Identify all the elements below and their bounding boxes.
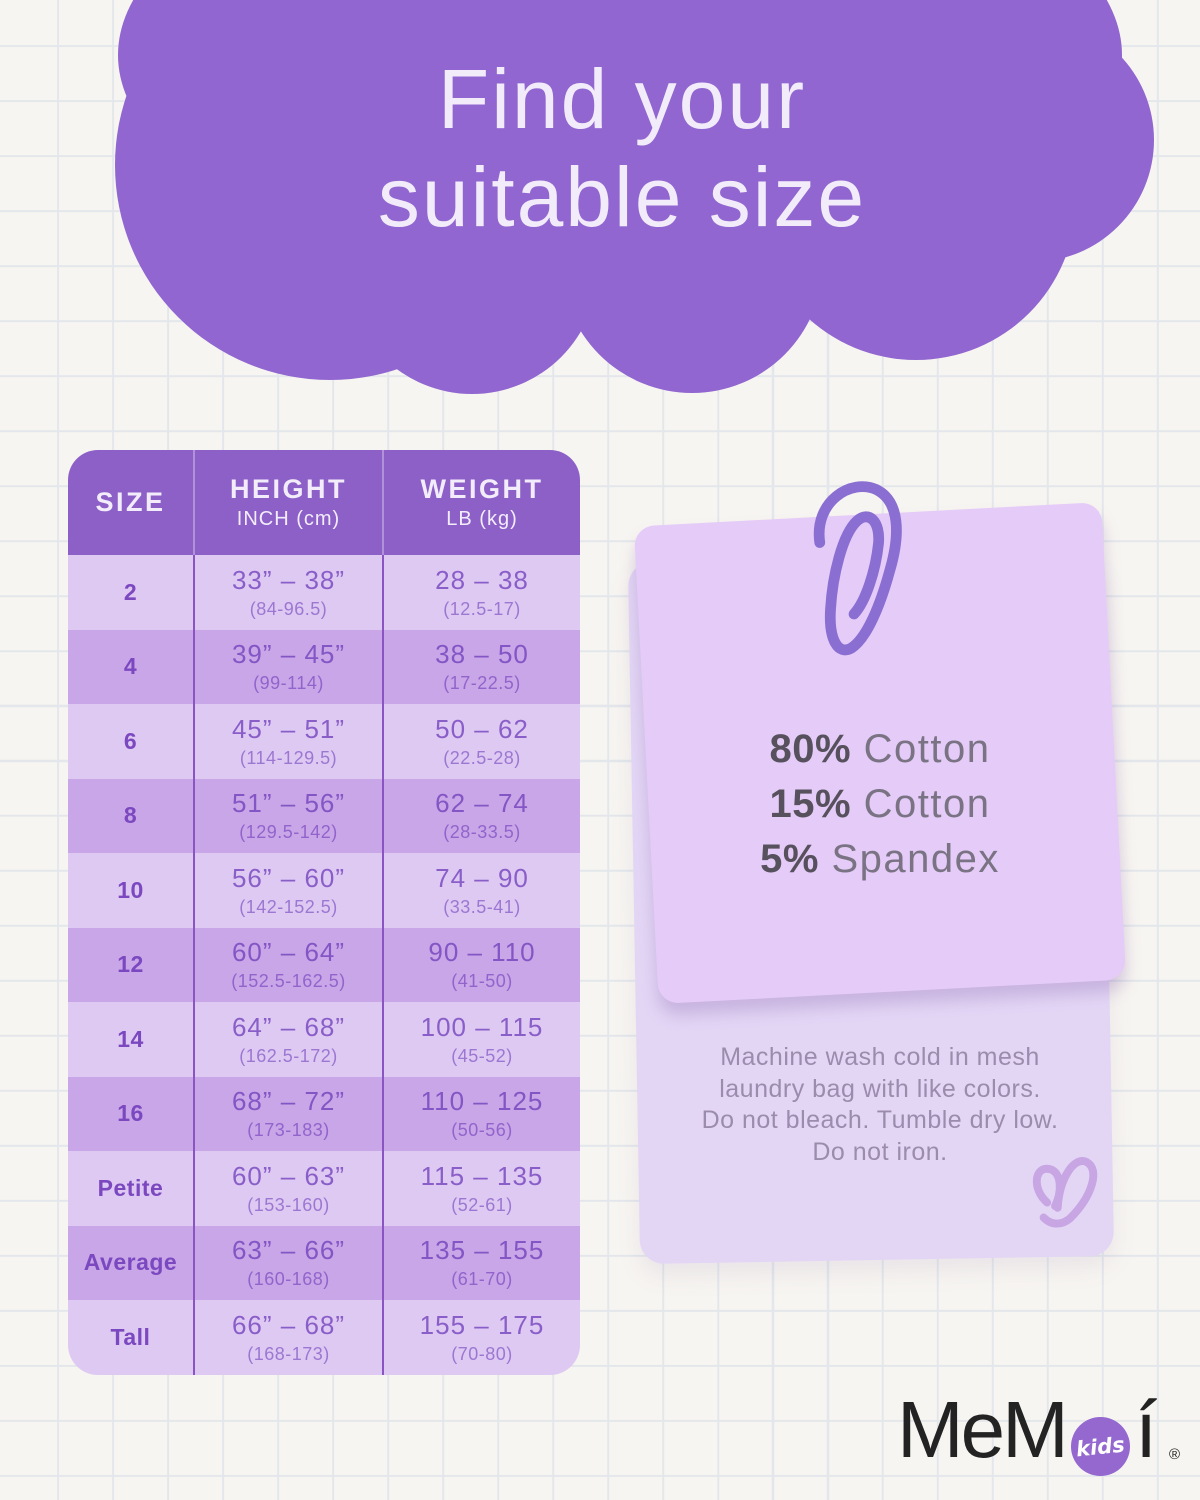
material-percent: 5%: [760, 837, 819, 881]
table-row: 2 33” – 38” (84-96.5) 28 – 38 (12.5-17): [68, 555, 580, 630]
weight-cell: 74 – 90 (33.5-41): [382, 853, 580, 928]
weight-cell: 28 – 38 (12.5-17): [382, 555, 580, 630]
material-percent: 80%: [769, 727, 852, 771]
weight-cell: 100 – 115 (45-52): [382, 1002, 580, 1077]
page-title: Find your suitable size: [272, 50, 972, 246]
weight-cell: 38 – 50 (17-22.5): [382, 629, 580, 704]
size-label: 6: [123, 727, 138, 754]
header-weight-label: WEIGHT: [420, 474, 544, 504]
care-line: Do not bleach. Tumble dry low.: [701, 1106, 1059, 1134]
header-height-sub: INCH (cm): [236, 508, 341, 530]
table-row: 12 60” – 64” (152.5-162.5) 90 – 110 (41-…: [68, 927, 580, 1002]
composition-line: 5% Spandex: [630, 832, 1130, 887]
height-cell: 33” – 38” (84-96.5): [193, 555, 382, 630]
material-percent: 15%: [769, 782, 852, 826]
cloud-shape: [115, 0, 1154, 394]
material-name: Spandex: [818, 837, 1000, 881]
table-row: 8 51” – 56” (129.5-142) 62 – 74 (28-33.5…: [68, 778, 580, 853]
size-label: Petite: [97, 1174, 164, 1201]
table-header-row: SIZE HEIGHT INCH (cm) WEIGHT LB (kg): [68, 450, 580, 555]
table-row: Tall 66” – 68” (168-173) 155 – 175 (70-8…: [68, 1300, 580, 1375]
table-row: Average 63” – 66” (160-168) 135 – 155 (6…: [68, 1225, 580, 1300]
table-row: 16 68” – 72” (173-183) 110 – 125 (50-56): [68, 1076, 580, 1151]
height-cell: 68” – 72” (173-183): [193, 1076, 382, 1151]
page-title-line2: suitable size: [377, 150, 867, 244]
height-cell: 66” – 68” (168-173): [193, 1300, 382, 1375]
care-instructions: Machine wash cold in mesh laundry bag wi…: [630, 1042, 1130, 1168]
composition-line: 15% Cotton: [630, 777, 1130, 832]
weight-cell: 115 – 135 (52-61): [382, 1151, 580, 1226]
height-cell: 45” – 51” (114-129.5): [193, 704, 382, 779]
table-row: 6 45” – 51” (114-129.5) 50 – 62 (22.5-28…: [68, 704, 580, 779]
header-weight: WEIGHT LB (kg): [382, 450, 580, 555]
size-label: 4: [123, 653, 138, 680]
weight-cell: 62 – 74 (28-33.5): [382, 778, 580, 853]
height-cell: 56” – 60” (142-152.5): [193, 853, 382, 928]
table-row: 14 64” – 68” (162.5-172) 100 – 115 (45-5…: [68, 1002, 580, 1077]
logo-text-i: í: [1135, 1385, 1158, 1474]
size-label: 14: [117, 1025, 144, 1052]
care-line: laundry bag with like colors.: [719, 1074, 1041, 1103]
height-cell: 39” – 45” (99-114): [193, 629, 382, 704]
weight-cell: 90 – 110 (41-50): [382, 927, 580, 1002]
header-size: SIZE: [68, 450, 193, 555]
height-cell: 60” – 63” (153-160): [193, 1151, 382, 1226]
header-size-label: SIZE: [95, 487, 166, 517]
header-weight-sub: LB (kg): [446, 508, 518, 530]
material-name: Cotton: [851, 727, 991, 771]
care-line: Machine wash cold in mesh: [720, 1043, 1040, 1071]
size-table: SIZE HEIGHT INCH (cm) WEIGHT LB (kg) 2 3…: [68, 450, 580, 1375]
height-cell: 63” – 66” (160-168): [193, 1225, 382, 1300]
page-title-line1: Find your: [437, 52, 807, 146]
size-label: 10: [117, 876, 144, 903]
brand-logo: MeM kids í ®: [897, 1390, 1197, 1485]
size-label: Average: [83, 1249, 178, 1276]
paperclip-icon: [813, 481, 902, 656]
table-row: Petite 60” – 63” (153-160) 115 – 135 (52…: [68, 1151, 580, 1226]
height-cell: 64” – 68” (162.5-172): [193, 1002, 382, 1077]
weight-cell: 50 – 62 (22.5-28): [382, 704, 580, 779]
kids-badge-label: kids: [1075, 1432, 1126, 1461]
weight-cell: 110 – 125 (50-56): [382, 1076, 580, 1151]
kids-badge: kids: [1071, 1417, 1130, 1476]
size-label: 12: [117, 951, 144, 978]
table-row: 10 56” – 60” (142-152.5) 74 – 90 (33.5-4…: [68, 853, 580, 928]
weight-cell: 135 – 155 (61-70): [382, 1225, 580, 1300]
material-name: Cotton: [851, 782, 991, 826]
size-label: 2: [123, 578, 138, 605]
size-label: 8: [123, 802, 138, 829]
header-height-label: HEIGHT: [229, 474, 347, 504]
composition-line: 80% Cotton: [630, 722, 1130, 777]
fabric-composition: 80% Cotton 15% Cotton 5% Spandex: [630, 722, 1130, 887]
height-cell: 60” – 64” (152.5-162.5): [193, 927, 382, 1002]
header-height: HEIGHT INCH (cm): [193, 450, 382, 555]
height-cell: 51” – 56” (129.5-142): [193, 778, 382, 853]
size-label: Tall: [110, 1323, 151, 1350]
size-label: 16: [117, 1100, 144, 1127]
registered-mark: ®: [1169, 1446, 1181, 1463]
care-line: Do not iron.: [812, 1137, 948, 1166]
heart-doodle-icon: [1032, 1157, 1098, 1228]
table-row: 4 39” – 45” (99-114) 38 – 50 (17-22.5): [68, 629, 580, 704]
weight-cell: 155 – 175 (70-80): [382, 1300, 580, 1375]
logo-text-mem: MeM: [897, 1385, 1069, 1474]
